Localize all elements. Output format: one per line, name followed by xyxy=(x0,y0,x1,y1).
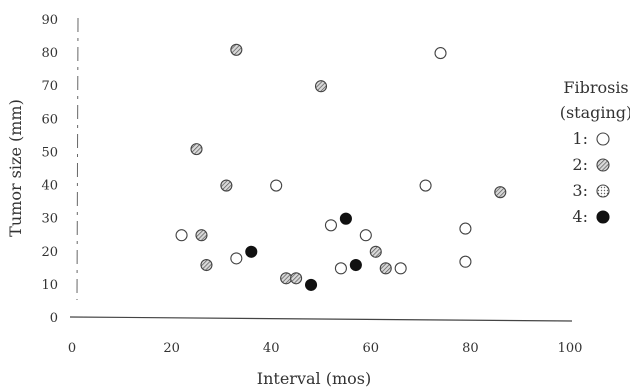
data-point-series-1 xyxy=(230,252,243,265)
y-tick-label: 30 xyxy=(41,212,58,227)
x-tick-label: 40 xyxy=(263,341,280,356)
y-tick-label: 80 xyxy=(41,46,58,61)
data-point-series-2 xyxy=(230,43,243,56)
x-axis-label: Interval (mos) xyxy=(257,369,371,388)
data-point-series-1 xyxy=(434,47,447,60)
data-points xyxy=(175,43,507,291)
data-point-series-2 xyxy=(200,258,213,272)
data-point-series-4 xyxy=(349,258,362,272)
y-axis-line xyxy=(76,17,79,301)
data-point-series-2 xyxy=(314,80,328,93)
data-point-series-2 xyxy=(220,179,233,192)
legend-marker xyxy=(596,184,610,198)
data-point-series-2 xyxy=(190,143,203,156)
legend-marker xyxy=(596,210,610,224)
x-tick-label: 80 xyxy=(462,341,479,356)
data-point-series-1 xyxy=(419,179,432,192)
data-point-series-2 xyxy=(494,186,507,199)
y-tick-label: 50 xyxy=(41,145,58,160)
data-point-series-1 xyxy=(270,179,283,192)
y-tick-label: 60 xyxy=(41,112,58,127)
data-point-series-1 xyxy=(359,229,372,242)
data-point-series-4 xyxy=(304,278,318,291)
data-point-series-1 xyxy=(459,255,472,268)
legend: Fibrosis (staging) 1: 2: 3: 4: xyxy=(560,78,630,226)
x-axis-line xyxy=(69,316,573,322)
y-tick-labels: 0 10 20 30 40 50 60 70 80 90 xyxy=(41,13,58,326)
x-tick-label: 60 xyxy=(363,341,380,356)
data-point-series-4 xyxy=(245,245,258,258)
y-axis-label: Tumor size (mm) xyxy=(6,99,25,237)
legend-label: 2: xyxy=(572,155,588,174)
data-point-series-2 xyxy=(290,272,303,285)
y-tick-label: 10 xyxy=(41,278,58,293)
data-point-series-2 xyxy=(369,245,382,258)
data-point-series-1 xyxy=(459,222,472,235)
legend-label: 1: xyxy=(572,129,588,148)
data-point-series-2 xyxy=(195,229,208,242)
y-tick-label: 0 xyxy=(50,311,58,326)
x-tick-label: 0 xyxy=(68,341,76,356)
legend-label: 4: xyxy=(572,207,588,226)
y-tick-label: 20 xyxy=(41,245,58,260)
x-tick-label: 20 xyxy=(163,341,180,356)
data-point-series-1 xyxy=(334,262,347,275)
x-tick-labels: 0 20 40 60 80 100 xyxy=(68,341,583,356)
x-tick-label: 100 xyxy=(558,341,583,356)
legend-marker xyxy=(596,158,610,172)
legend-title-line2: (staging) xyxy=(560,103,630,122)
legend-label: 3: xyxy=(572,181,588,200)
data-point-series-4 xyxy=(339,212,352,225)
y-tick-label: 90 xyxy=(41,13,58,28)
data-point-series-2 xyxy=(280,272,293,285)
y-tick-label: 70 xyxy=(41,79,58,94)
data-point-series-1 xyxy=(175,229,188,242)
data-point-series-1 xyxy=(394,262,407,275)
legend-marker xyxy=(596,132,610,146)
legend-title-line1: Fibrosis xyxy=(563,78,628,97)
data-point-series-2 xyxy=(379,262,392,275)
y-tick-label: 40 xyxy=(41,179,58,194)
data-point-series-1 xyxy=(324,219,338,232)
